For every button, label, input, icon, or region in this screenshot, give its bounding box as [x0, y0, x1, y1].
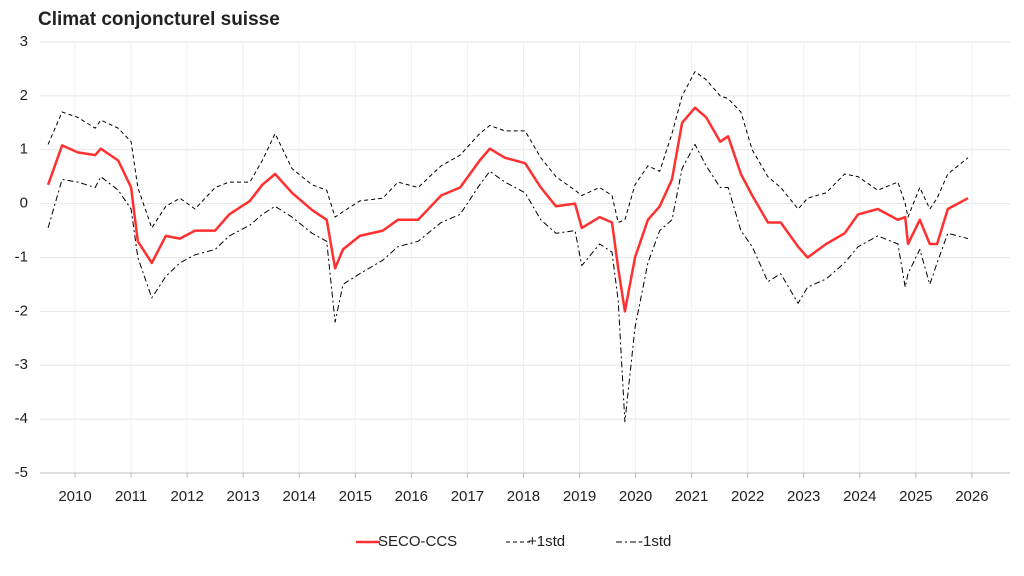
x-tick-label: 2014: [283, 488, 316, 505]
y-tick-label: -3: [15, 356, 28, 373]
x-tick-label: 2019: [563, 488, 596, 505]
x-tick-label: 2016: [395, 488, 428, 505]
y-tick-label: -5: [15, 464, 28, 481]
x-tick-label: 2015: [339, 488, 372, 505]
series-line: [47, 71, 969, 229]
y-tick-label: -2: [15, 302, 28, 319]
x-tick-label: 2010: [58, 488, 91, 505]
x-tick-label: 2025: [899, 488, 932, 505]
x-tick-label: 2024: [843, 488, 876, 505]
legend-label: -1std: [638, 533, 671, 550]
x-tick-label: 2020: [619, 488, 652, 505]
y-tick-label: 3: [20, 33, 28, 50]
x-tick-label: 2013: [227, 488, 260, 505]
series-line: [47, 143, 969, 423]
y-tick-label: 1: [20, 141, 28, 158]
x-tick-label: 2017: [451, 488, 484, 505]
x-tick-label: 2011: [115, 488, 147, 505]
y-tick-label: -4: [15, 410, 28, 427]
x-tick-label: 2022: [731, 488, 764, 505]
legend-label: +1std: [528, 533, 565, 550]
x-tick-label: 2018: [507, 488, 540, 505]
chart-title: Climat conjoncturel suisse: [38, 9, 280, 30]
x-tick-label: 2012: [170, 488, 203, 505]
legend-label: SECO-CCS: [378, 533, 457, 550]
y-tick-label: -1: [15, 248, 28, 265]
x-tick-label: 2023: [787, 488, 820, 505]
y-tick-label: 0: [20, 195, 28, 212]
series-line: [46, 106, 969, 313]
x-tick-label: 2021: [675, 488, 708, 505]
y-tick-label: 2: [20, 87, 28, 104]
x-tick-label: 2026: [955, 488, 988, 505]
